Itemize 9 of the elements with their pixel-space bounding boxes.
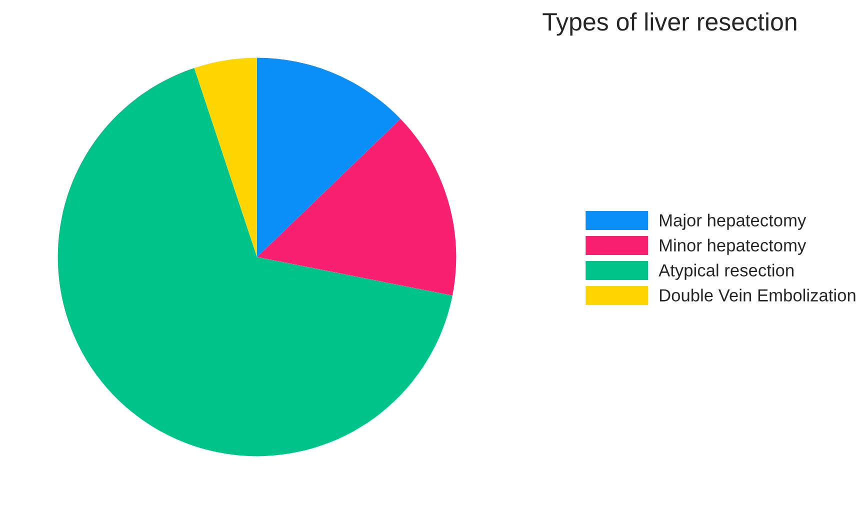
chart-title: Types of liver resection	[542, 12, 796, 36]
legend-label: Double Vein Embolization	[660, 288, 856, 302]
legend-label: Atypical resection	[658, 264, 794, 280]
pie-slice	[257, 58, 400, 257]
pie-slice	[58, 68, 452, 456]
legend-label: Minor hepatectomy	[660, 238, 806, 255]
pie-slice	[194, 58, 257, 257]
pie-slice	[257, 118, 456, 296]
legend-label: Major hepatectomy	[660, 214, 806, 230]
